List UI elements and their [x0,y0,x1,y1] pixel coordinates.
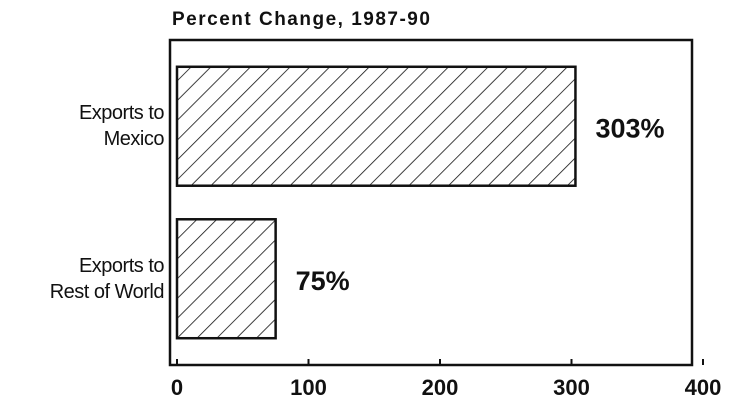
value-label: 75% [296,266,350,296]
x-tick-label: 100 [290,375,327,400]
x-tick-label: 0 [171,375,183,400]
bar [175,218,277,340]
x-tick-label: 200 [422,375,459,400]
bar [175,65,577,187]
chart-title: Percent Change, 1987-90 [172,9,431,30]
category-label: Exports to Mexico [78,102,165,151]
value-label: 303% [595,113,664,143]
category-label: Exports to Rest of World [49,254,165,303]
plot-frame [168,38,694,367]
x-tick-label: 300 [553,375,590,400]
x-tick-label: 400 [685,375,722,400]
